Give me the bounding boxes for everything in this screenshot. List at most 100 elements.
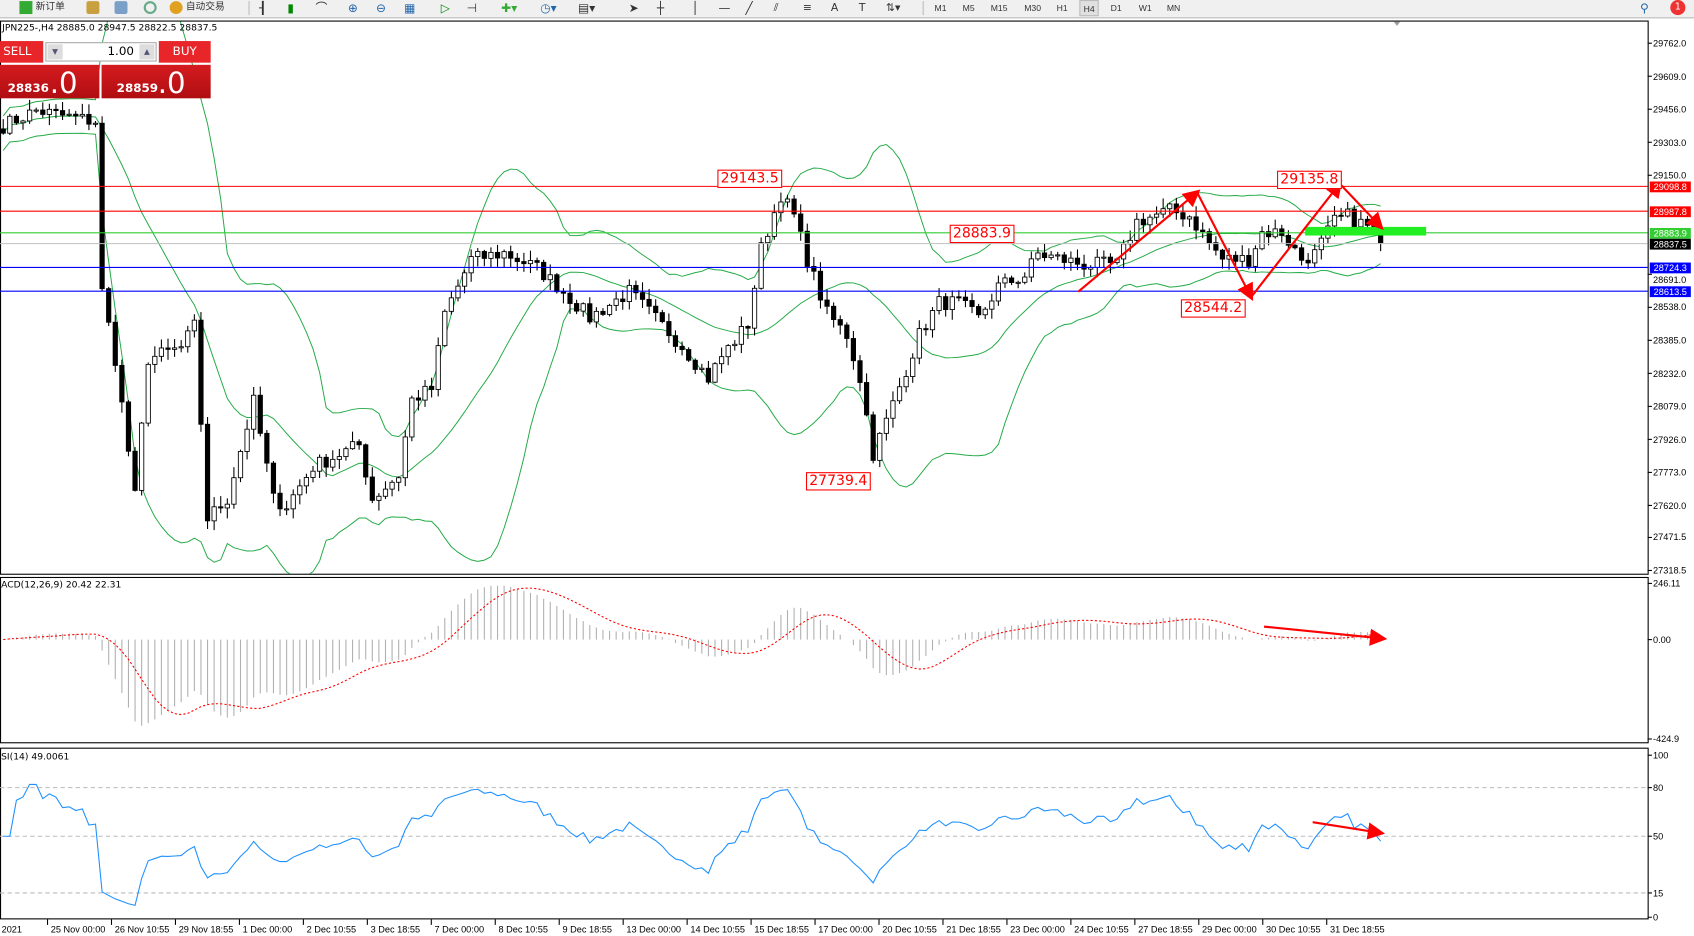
bull-candle xyxy=(580,303,586,312)
price-axis-label: 28538.0 xyxy=(1653,301,1687,313)
bull-candle xyxy=(46,108,52,115)
account-icon[interactable] xyxy=(114,1,128,15)
bear-candle xyxy=(653,305,659,314)
timeframe-h4[interactable]: H4 xyxy=(1079,0,1100,17)
rsi-trend-arrow[interactable] xyxy=(1312,821,1386,840)
bear-candle xyxy=(270,462,277,494)
search-icon[interactable]: ⚲ xyxy=(1640,1,1649,16)
price-tag: 28987.8 xyxy=(1649,205,1691,217)
timeframe-m1[interactable]: M1 xyxy=(934,3,947,13)
sell-price-button[interactable]: 28836 .0 xyxy=(0,64,100,100)
bear-candle xyxy=(1364,218,1371,226)
timeframe-m15[interactable]: M15 xyxy=(990,3,1008,13)
bear-candle xyxy=(1298,247,1305,261)
price-annotation[interactable]: 28544.2 xyxy=(1180,299,1246,318)
price-annotation[interactable]: 29143.5 xyxy=(717,169,782,188)
channel-icon[interactable]: ⫽ xyxy=(773,2,779,15)
new-order-button[interactable]: 新订单 xyxy=(35,2,65,13)
bear-candle xyxy=(1193,216,1199,231)
buy-price-button[interactable]: 28859 .0 xyxy=(101,64,211,100)
auto-trading-icon[interactable] xyxy=(169,1,183,15)
timeframe-m30[interactable]: M30 xyxy=(1024,3,1042,13)
fibonacci-icon[interactable]: ≡ xyxy=(802,2,812,15)
bull-candle xyxy=(343,448,349,458)
time-axis-label: 2 Dec 10:55 xyxy=(306,923,357,935)
price-tag: 28837.5 xyxy=(1649,238,1691,250)
bear-candle xyxy=(363,444,369,478)
bull-candle xyxy=(1358,218,1364,228)
bull-candle xyxy=(784,198,791,203)
time-axis-label: 31 Dec 18:55 xyxy=(1329,923,1385,935)
signals-icon[interactable] xyxy=(143,1,157,15)
indicators-icon[interactable]: ✚▾ xyxy=(501,1,518,16)
bull-candle xyxy=(883,417,889,434)
auto-trading-button[interactable]: 自动交易 xyxy=(185,2,225,13)
bear-candle xyxy=(112,321,118,366)
horizontal-line-icon[interactable]: — xyxy=(718,1,731,16)
lot-increase-button[interactable]: ▲ xyxy=(139,44,155,60)
bear-candle xyxy=(13,115,20,124)
new-order-icon[interactable] xyxy=(19,1,33,15)
arrows-icon[interactable]: ⇅▾ xyxy=(885,2,901,15)
zigzag-arrow[interactable] xyxy=(1250,180,1343,298)
bear-candle xyxy=(1,128,6,134)
auto-scroll-icon[interactable]: ▷ xyxy=(440,1,450,16)
bear-candle xyxy=(705,367,712,383)
candlestick-icon[interactable]: ▮ xyxy=(287,1,294,16)
cursor-icon[interactable]: ➤ xyxy=(628,1,639,16)
bull-candle xyxy=(929,310,936,331)
price-annotation[interactable]: 28883.9 xyxy=(949,224,1015,244)
rsi-axis-label: 0 xyxy=(1653,911,1659,923)
bear-candle xyxy=(73,113,79,117)
price-annotation[interactable]: 29135.8 xyxy=(1277,170,1342,190)
zigzag-arrow[interactable] xyxy=(1196,191,1254,301)
chart-shift-icon[interactable]: ⊣ xyxy=(466,1,478,16)
bull-candle xyxy=(1055,254,1061,257)
timeframe-h1[interactable]: H1 xyxy=(1056,3,1068,13)
tile-windows-icon[interactable]: ▦ xyxy=(404,1,416,16)
lot-size-field[interactable]: ▼ 1.00 ▲ xyxy=(45,42,157,62)
crosshair-icon[interactable]: ┼ xyxy=(656,1,665,16)
timeframe-d1[interactable]: D1 xyxy=(1110,3,1122,13)
zoom-out-icon[interactable]: ⊖ xyxy=(375,1,386,16)
trendline-icon[interactable]: ╱ xyxy=(745,1,753,16)
time-axis-label: 29 Dec 00:00 xyxy=(1202,923,1257,935)
bull-candle xyxy=(139,422,145,491)
buy-button[interactable]: BUY xyxy=(158,41,211,63)
bull-candle xyxy=(995,282,1001,302)
price-axis-label: 28385.0 xyxy=(1653,334,1687,346)
lot-decrease-button[interactable]: ▼ xyxy=(47,44,63,60)
macd-trend-arrow[interactable] xyxy=(1263,625,1388,646)
zoom-in-icon[interactable]: ⊕ xyxy=(347,1,358,16)
bull-candle xyxy=(1015,281,1021,284)
templates-icon[interactable]: ▤▾ xyxy=(578,1,596,16)
macd-axis-label: -424.9 xyxy=(1653,733,1680,745)
zigzag-arrow[interactable] xyxy=(1077,189,1201,293)
timeframe-mn[interactable]: MN xyxy=(1166,3,1181,13)
zigzag-arrow[interactable] xyxy=(1338,182,1384,231)
green-zone-rectangle[interactable] xyxy=(1305,226,1427,236)
bull-candle xyxy=(1048,254,1054,259)
history-icon[interactable] xyxy=(86,1,100,15)
bull-candle xyxy=(1186,216,1193,220)
notification-badge[interactable]: 1 xyxy=(1670,0,1686,16)
vertical-line-icon[interactable]: │ xyxy=(691,1,699,16)
bear-candle xyxy=(745,326,751,329)
chart-shift-marker[interactable] xyxy=(1393,21,1401,26)
bar-chart-icon[interactable]: ┨ xyxy=(259,1,267,16)
sell-button[interactable]: SELL xyxy=(0,41,44,63)
timeframe-w1[interactable]: W1 xyxy=(1138,3,1152,13)
bull-candle xyxy=(1035,252,1041,260)
bear-candle xyxy=(679,345,685,350)
line-chart-icon[interactable]: ⌒ xyxy=(315,1,328,16)
bear-candle xyxy=(824,299,830,307)
price-annotation[interactable]: 27739.4 xyxy=(805,472,871,491)
text-icon[interactable]: A xyxy=(830,2,839,15)
lot-size-value[interactable]: 1.00 xyxy=(107,44,134,59)
bull-candle xyxy=(1147,216,1153,226)
bear-candle xyxy=(1180,212,1186,220)
text-label-icon[interactable]: T xyxy=(858,2,866,15)
timeframe-m5[interactable]: M5 xyxy=(962,3,975,13)
periods-icon[interactable]: ◷▾ xyxy=(540,1,557,16)
